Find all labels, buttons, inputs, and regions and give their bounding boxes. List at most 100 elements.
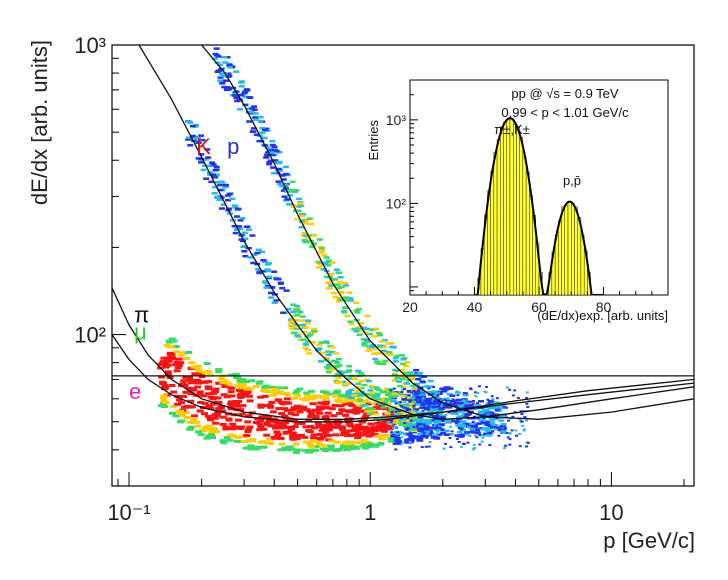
curve-K <box>138 45 694 420</box>
density-cell <box>421 375 428 378</box>
density-cell <box>367 347 374 351</box>
density-cell <box>462 393 469 397</box>
density-cell <box>461 435 465 438</box>
density-cell <box>196 409 204 413</box>
density-cell <box>279 184 286 187</box>
density-cell <box>309 394 317 398</box>
density-cell <box>506 436 510 439</box>
density-cell <box>508 438 512 441</box>
density-cell <box>395 408 399 411</box>
density-cell <box>309 245 316 248</box>
density-cell <box>437 400 444 404</box>
density-cell <box>392 436 400 440</box>
density-cell <box>405 409 409 412</box>
density-cell <box>265 390 273 394</box>
density-cell <box>285 307 292 311</box>
density-cell <box>176 363 184 367</box>
inset-y-tick-label: 10³ <box>386 112 407 128</box>
density-cell <box>392 418 400 422</box>
density-cell <box>199 428 207 432</box>
density-cell <box>241 391 249 395</box>
density-cell <box>233 402 241 406</box>
density-cell <box>242 380 250 384</box>
density-cell <box>315 405 323 409</box>
density-cell <box>420 446 424 449</box>
density-cell <box>273 430 281 434</box>
density-cell <box>331 359 338 363</box>
density-cell <box>469 427 476 431</box>
density-cell <box>198 380 206 384</box>
density-cell <box>205 380 213 384</box>
density-cell <box>236 389 244 393</box>
density-cell <box>322 430 330 434</box>
density-cell <box>465 405 472 408</box>
density-cell <box>264 153 271 157</box>
density-cell <box>455 398 462 402</box>
density-cell <box>389 399 397 403</box>
density-cell <box>421 434 429 438</box>
density-cell <box>516 396 520 399</box>
density-cell <box>439 387 443 390</box>
density-cell <box>263 384 271 388</box>
density-cell <box>249 130 256 133</box>
density-cell <box>290 406 298 410</box>
density-cell <box>328 350 335 354</box>
density-cell <box>292 391 300 395</box>
density-cell <box>416 422 423 426</box>
density-cell <box>369 345 376 349</box>
density-cell <box>377 334 384 337</box>
density-cell <box>400 358 407 361</box>
density-cell <box>403 400 407 403</box>
density-cell <box>360 326 367 330</box>
curve-p <box>201 45 694 420</box>
density-cell <box>404 361 411 364</box>
density-cell <box>499 406 506 410</box>
density-cell <box>332 433 340 437</box>
density-cell <box>306 352 313 355</box>
density-cell <box>462 407 466 410</box>
density-cell <box>439 416 446 419</box>
density-cell <box>447 401 451 404</box>
density-cell <box>197 401 205 405</box>
density-cell <box>198 375 206 379</box>
density-cell <box>282 183 289 186</box>
density-cell <box>315 411 323 415</box>
density-cell <box>324 433 332 437</box>
density-cell <box>168 353 176 357</box>
density-cell <box>462 392 466 395</box>
density-cell <box>447 433 454 436</box>
density-cell <box>205 404 213 408</box>
density-cell <box>413 368 420 372</box>
density-cell <box>194 381 202 385</box>
density-cell <box>244 89 251 92</box>
density-cell <box>334 423 342 427</box>
density-cell <box>365 379 372 383</box>
density-cell <box>380 406 387 409</box>
density-cell <box>282 184 289 188</box>
density-cell <box>172 344 180 348</box>
density-cell <box>474 403 481 407</box>
density-cell <box>206 164 213 168</box>
density-cell <box>421 409 425 412</box>
density-cell <box>294 327 301 330</box>
density-cell <box>242 103 249 107</box>
density-cell <box>224 56 231 59</box>
density-cell <box>318 251 325 254</box>
density-cell <box>481 436 485 439</box>
density-cell <box>406 379 413 382</box>
inset-hist-bin <box>490 170 495 295</box>
density-cell <box>330 448 338 452</box>
density-cell <box>215 407 223 411</box>
density-cell <box>293 404 301 408</box>
density-cell <box>278 412 286 416</box>
density-cell <box>226 64 233 67</box>
density-cell <box>274 398 282 402</box>
density-cell <box>217 76 224 79</box>
density-cell <box>213 54 220 57</box>
density-cell <box>360 433 368 437</box>
density-cell <box>311 327 318 331</box>
density-cell <box>276 390 284 394</box>
density-cell <box>325 260 332 264</box>
density-cell <box>197 161 204 164</box>
density-cell <box>449 425 453 428</box>
